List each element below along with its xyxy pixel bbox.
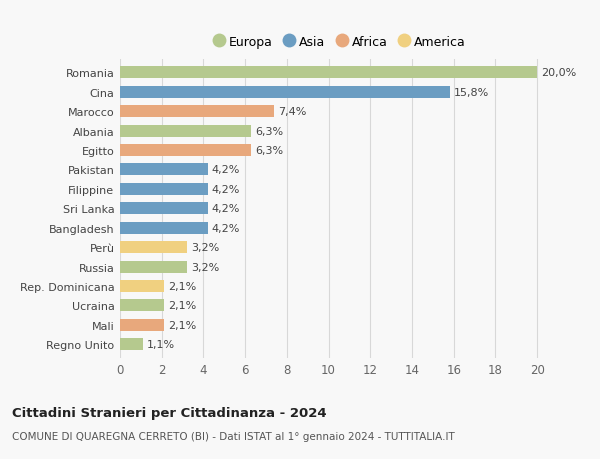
Text: 20,0%: 20,0% (541, 68, 577, 78)
Text: 4,2%: 4,2% (212, 165, 240, 175)
Text: 2,1%: 2,1% (168, 320, 196, 330)
Bar (120, 222, 208, 234)
Bar (120, 145, 251, 157)
Text: 15,8%: 15,8% (454, 88, 489, 98)
Text: 4,2%: 4,2% (212, 185, 240, 195)
Text: 6,3%: 6,3% (256, 146, 284, 156)
Text: 2,1%: 2,1% (168, 301, 196, 311)
Text: COMUNE DI QUAREGNA CERRETO (BI) - Dati ISTAT al 1° gennaio 2024 - TUTTITALIA.IT: COMUNE DI QUAREGNA CERRETO (BI) - Dati I… (12, 431, 455, 442)
Text: 3,2%: 3,2% (191, 262, 219, 272)
Bar (120, 87, 449, 99)
Bar (120, 67, 537, 79)
Bar (120, 319, 164, 331)
Bar (120, 164, 208, 176)
Text: 4,2%: 4,2% (212, 204, 240, 214)
Text: 4,2%: 4,2% (212, 223, 240, 233)
Bar (120, 241, 187, 253)
Text: 1,1%: 1,1% (147, 340, 175, 349)
Legend: Europa, Asia, Africa, America: Europa, Asia, Africa, America (212, 36, 466, 49)
Text: 7,4%: 7,4% (278, 107, 307, 117)
Text: 3,2%: 3,2% (191, 243, 219, 252)
Bar (120, 338, 143, 351)
Text: Cittadini Stranieri per Cittadinanza - 2024: Cittadini Stranieri per Cittadinanza - 2… (12, 406, 326, 419)
Bar (120, 203, 208, 215)
Bar (120, 184, 208, 196)
Bar (120, 300, 164, 312)
Bar (120, 125, 251, 137)
Bar (120, 106, 274, 118)
Bar (120, 261, 187, 273)
Text: 6,3%: 6,3% (256, 126, 284, 136)
Bar (120, 280, 164, 292)
Text: 2,1%: 2,1% (168, 281, 196, 291)
